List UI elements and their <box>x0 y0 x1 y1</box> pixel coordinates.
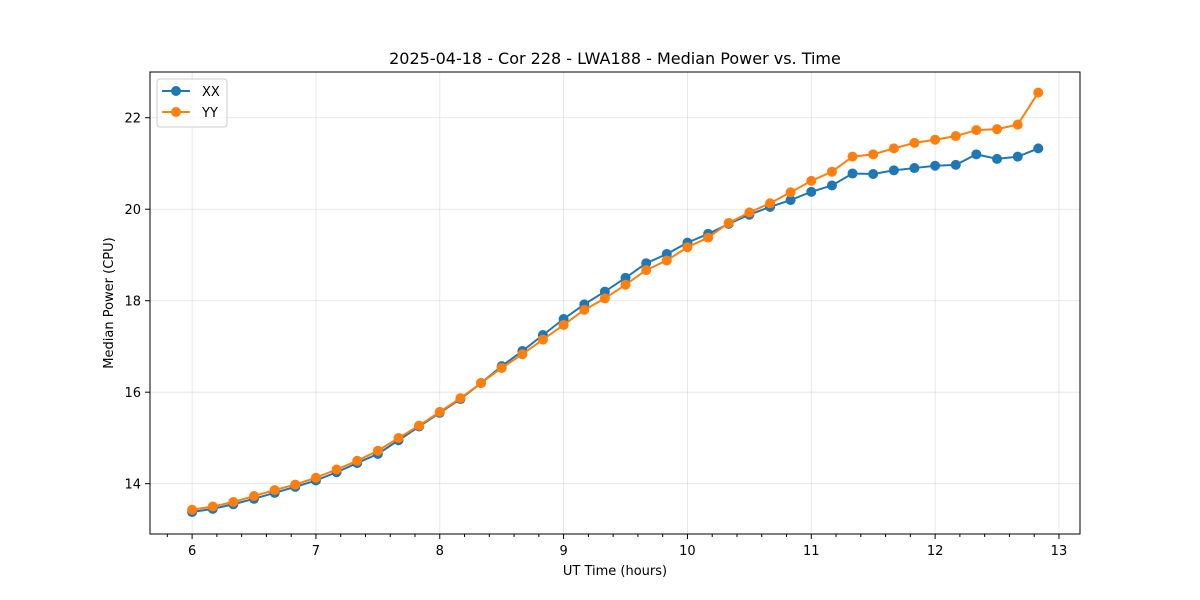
data-point-yy <box>826 166 837 177</box>
data-point-yy <box>228 496 239 507</box>
data-point-yy <box>352 455 363 466</box>
data-point-xx <box>847 168 858 179</box>
x-tick-label: 12 <box>927 544 944 559</box>
data-point-yy <box>414 420 425 431</box>
data-point-yy <box>682 242 693 253</box>
data-point-yy <box>806 175 817 186</box>
legend-label-yy: YY <box>201 106 218 121</box>
data-point-yy <box>971 125 982 136</box>
x-tick-label: 9 <box>559 544 567 559</box>
data-point-yy <box>517 349 528 360</box>
axis-ticks: 6 7 8 9 10 11 12 13 14 16 18 20 22 <box>124 112 1067 559</box>
data-point-xx <box>826 180 837 191</box>
data-point-yy <box>744 207 755 218</box>
x-tick-label: 13 <box>1051 544 1068 559</box>
data-point-xx <box>1012 151 1023 162</box>
legend: XX YY <box>156 78 228 128</box>
legend-label-xx: XX <box>202 85 220 100</box>
data-point-yy <box>868 149 879 160</box>
data-point-yy <box>661 255 672 266</box>
data-point-xx <box>888 165 899 176</box>
data-point-yy <box>558 319 569 330</box>
x-axis-label: UT Time (hours) <box>563 564 667 579</box>
data-point-yy <box>372 445 383 456</box>
data-point-xx <box>641 258 652 269</box>
data-point-yy <box>496 362 507 373</box>
data-point-yy <box>455 393 466 404</box>
y-tick-label: 20 <box>124 203 141 218</box>
x-tick-label: 10 <box>679 544 696 559</box>
data-point-xx <box>620 272 631 283</box>
data-point-xx <box>806 186 817 197</box>
legend-marker-xx <box>171 86 181 96</box>
data-point-xx <box>992 153 1003 164</box>
data-point-yy <box>703 232 714 243</box>
data-point-yy <box>249 491 260 502</box>
data-point-yy <box>599 293 610 304</box>
data-point-yy <box>785 187 796 198</box>
series-group <box>187 87 1044 518</box>
y-tick-label: 16 <box>124 386 141 401</box>
chart-title: 2025-04-18 - Cor 228 - LWA188 - Median P… <box>389 49 841 68</box>
x-tick-label: 7 <box>312 544 320 559</box>
data-point-xx <box>909 163 920 174</box>
data-point-yy <box>1033 87 1044 98</box>
y-axis-label: Median Power (CPU) <box>102 237 117 368</box>
data-point-yy <box>331 464 342 475</box>
plot-frame <box>149 71 1081 535</box>
data-point-xx <box>868 169 879 180</box>
data-point-yy <box>950 131 961 142</box>
data-point-yy <box>434 406 445 417</box>
data-point-yy <box>992 124 1003 135</box>
data-point-yy <box>888 143 899 154</box>
data-point-yy <box>847 151 858 162</box>
x-tick-label: 6 <box>188 544 196 559</box>
data-point-yy <box>909 137 920 148</box>
legend-marker-yy <box>171 107 181 117</box>
y-tick-label: 18 <box>124 295 141 310</box>
data-point-yy <box>290 479 301 490</box>
data-point-yy <box>310 472 321 483</box>
data-point-xx <box>785 195 796 206</box>
data-point-xx <box>1033 143 1044 154</box>
data-point-yy <box>620 279 631 290</box>
data-point-yy <box>207 501 218 512</box>
data-point-xx <box>950 159 961 170</box>
data-point-yy <box>393 432 404 443</box>
data-point-yy <box>187 504 198 515</box>
data-point-yy <box>641 265 652 276</box>
data-point-yy <box>723 217 734 228</box>
data-point-yy <box>537 334 548 345</box>
data-point-yy <box>930 134 941 145</box>
data-point-yy <box>476 378 487 389</box>
x-tick-label: 8 <box>436 544 444 559</box>
x-tick-label: 11 <box>803 544 820 559</box>
data-point-yy <box>1012 119 1023 130</box>
data-point-yy <box>269 485 280 496</box>
data-point-yy <box>579 304 590 315</box>
y-tick-label: 22 <box>124 112 141 127</box>
data-point-xx <box>971 149 982 160</box>
y-tick-label: 14 <box>124 478 141 493</box>
data-point-yy <box>765 198 776 209</box>
data-point-xx <box>599 286 610 297</box>
data-point-xx <box>930 160 941 171</box>
